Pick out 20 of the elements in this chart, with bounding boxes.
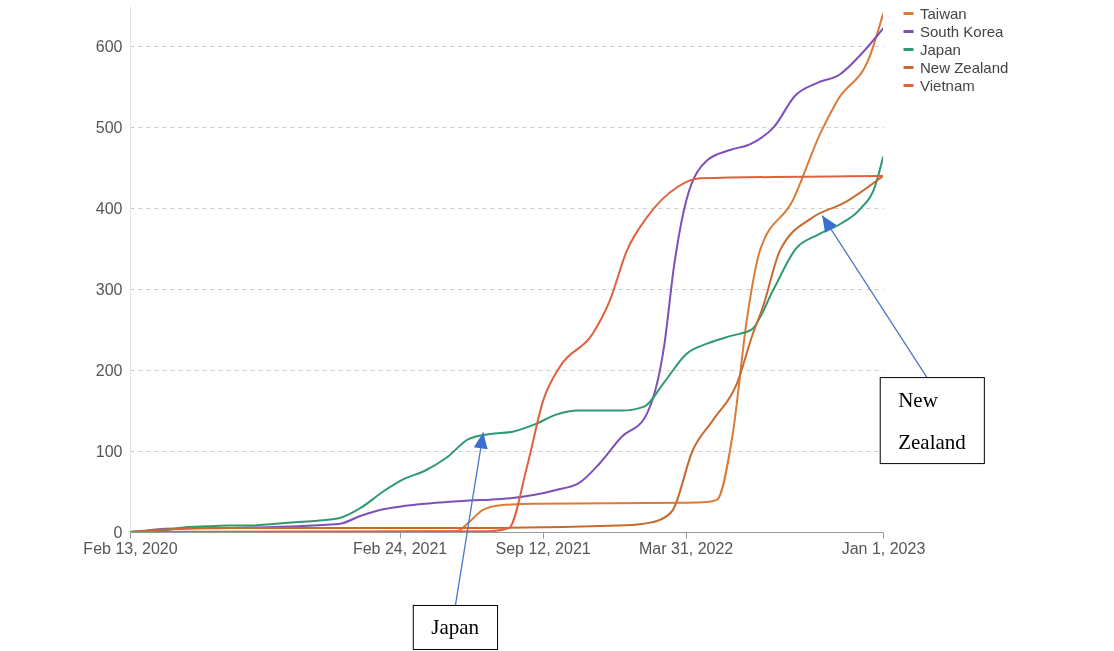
x-tick-label: Jan 1, 2023	[841, 539, 926, 557]
legend-label: Vietnam	[920, 76, 975, 94]
x-tick-label: Mar 31, 2022	[638, 539, 734, 557]
y-tick-label: 0	[113, 523, 123, 541]
y-tick-label: 200	[95, 361, 123, 379]
y-tick-label: 400	[95, 199, 123, 217]
y-tick-label: 500	[95, 118, 123, 136]
y-tick-label: 300	[95, 280, 123, 298]
y-tick-label: 600	[95, 37, 123, 55]
note-box: New Zealand	[821, 214, 985, 465]
annotation: New Zealand	[898, 387, 967, 454]
legend-label: Japan	[920, 40, 961, 58]
legend-label: South Korea	[920, 22, 1005, 40]
x-tick-label: Feb 13, 2020	[83, 539, 178, 557]
legend-label: New Zealand	[920, 58, 1009, 76]
x-tick-label: Sep 12, 2021	[495, 539, 591, 557]
legend-label: Taiwan	[920, 4, 967, 22]
annotation: Japan	[431, 615, 480, 640]
y-tick-label: 100	[95, 442, 123, 460]
x-tick-label: Feb 24, 2021	[352, 539, 448, 557]
